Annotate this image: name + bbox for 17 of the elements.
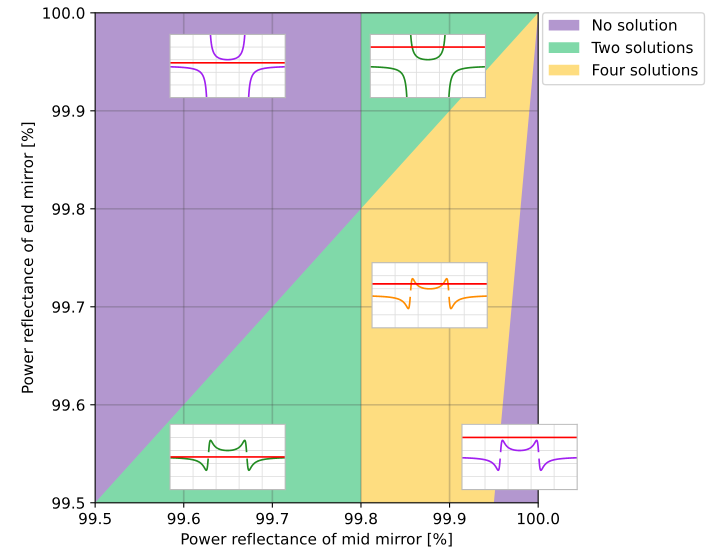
legend-label: Two solutions [591, 41, 693, 54]
y-tick-label: 99.7 [52, 301, 84, 313]
y-tick-label: 99.9 [52, 105, 84, 117]
y-tick-label: 100.0 [43, 7, 84, 19]
y-axis-title: Power reflectance of end mirror [%] [21, 122, 35, 393]
legend-label: Four solutions [593, 64, 698, 76]
x-tick-label: 99.9 [434, 512, 466, 524]
legend-label: No solution [593, 18, 676, 31]
x-tick-label: 99.6 [168, 512, 200, 524]
y-tick-label: 99.8 [52, 203, 84, 215]
y-tick-label: 99.6 [52, 399, 84, 411]
x-tick-label: 99.7 [256, 512, 288, 524]
x-tick-label: 99.5 [79, 512, 111, 524]
x-axis-title: Power reflectance of mid mirror [%] [182, 532, 452, 546]
x-tick-label: 100.0 [518, 512, 560, 524]
y-tick-label: 99.5 [52, 497, 84, 509]
x-tick-label: 99.8 [344, 512, 377, 524]
